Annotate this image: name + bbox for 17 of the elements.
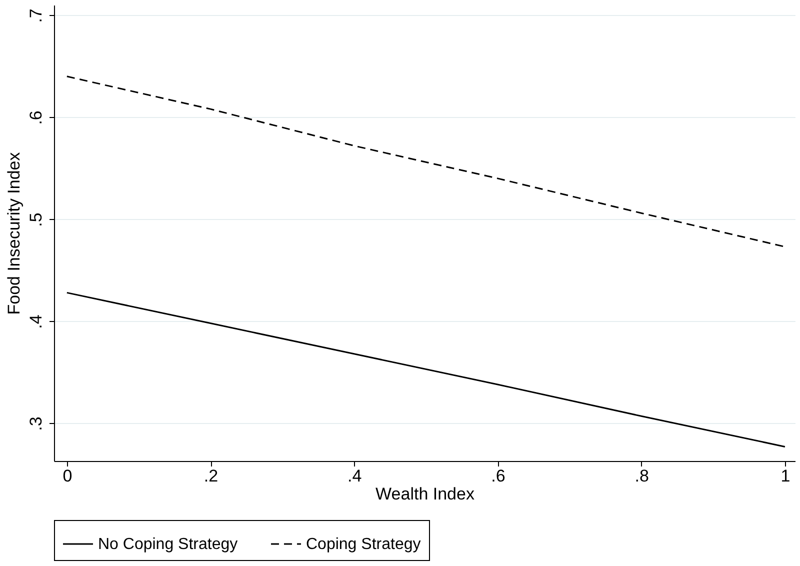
x-tick-label: 0	[62, 466, 72, 486]
x-tick-label: 1	[780, 466, 790, 486]
y-axis-title: Food Insecurity Index	[4, 152, 24, 315]
y-tick-label: .3	[26, 416, 46, 431]
y-tick-label: .7	[26, 8, 46, 23]
x-tick-label: .6	[491, 466, 506, 486]
x-axis-title: Wealth Index	[376, 484, 475, 504]
y-tick-label: .4	[26, 314, 46, 329]
y-tick-label: .5	[26, 212, 46, 227]
x-tick-label: .8	[634, 466, 649, 486]
line-series	[66, 292, 786, 448]
legend-label: No Coping Strategy	[98, 536, 238, 553]
x-tick-label: .4	[348, 466, 362, 486]
legend-label: Coping Strategy	[306, 536, 421, 553]
x-tick-label: .2	[204, 466, 218, 486]
line-series	[66, 76, 786, 248]
y-tick-label: .6	[26, 110, 46, 125]
